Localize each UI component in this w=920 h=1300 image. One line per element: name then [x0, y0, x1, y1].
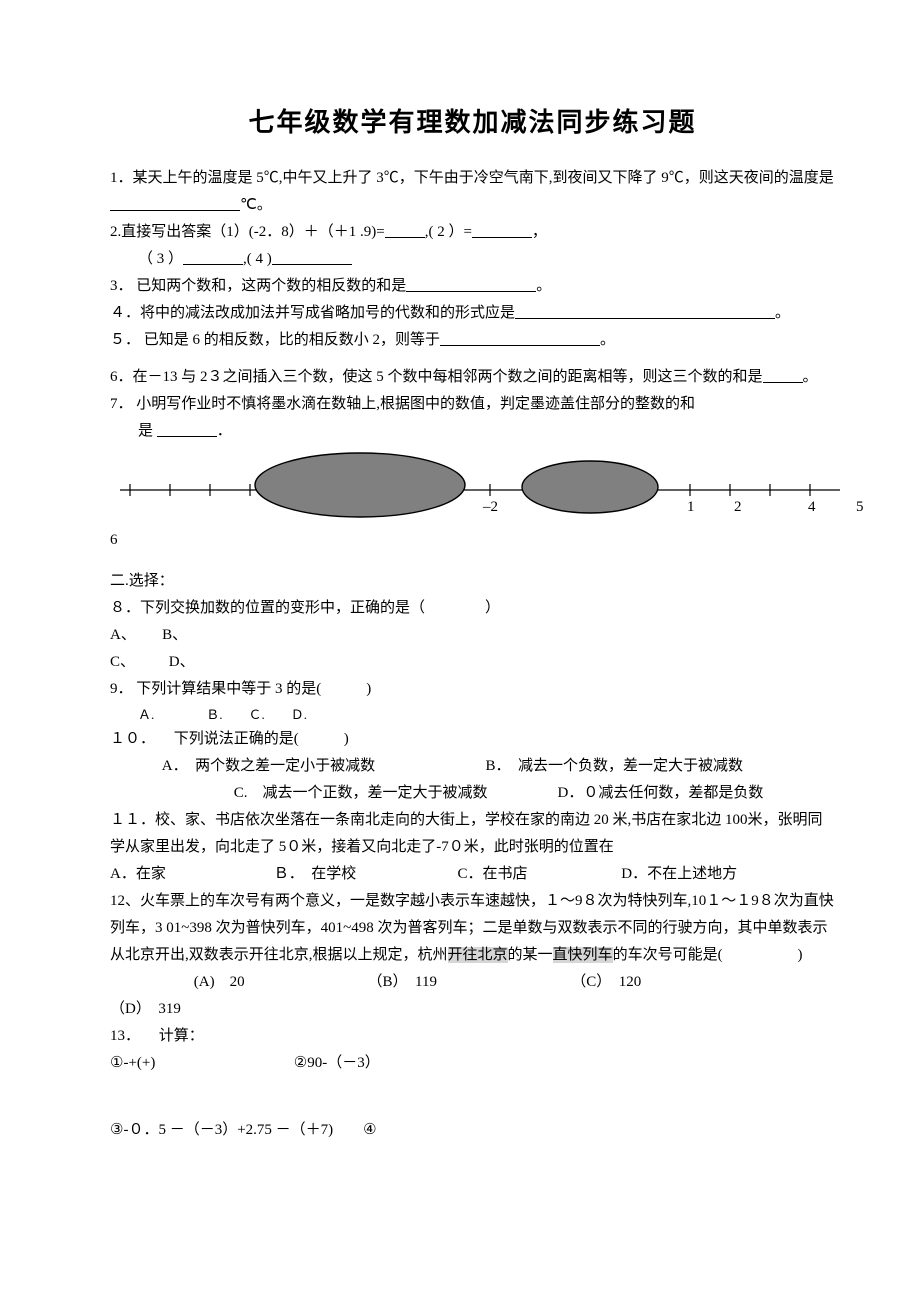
blank — [183, 249, 243, 265]
svg-text:4: 4 — [808, 499, 816, 515]
q3-end: 。 — [536, 278, 551, 294]
q11a: A．在家 — [110, 861, 270, 888]
page-title: 七年级数学有理数加减法同步练习题 — [110, 100, 835, 147]
q12oA: (A) 20 — [194, 969, 364, 996]
q2a: 2.直接写出答案（1）(-2．8）＋（＋1 .9)= — [110, 224, 385, 240]
q11b: Ｂ． 在学校 — [274, 861, 454, 888]
question-9-opts: Ａ. Ｂ. Ｃ. Ｄ. — [110, 703, 835, 726]
question-13-row1: ①-+(+) ②90-（－3） — [110, 1050, 835, 1077]
q3-text: 3． 已知两个数和，这两个数的相反数的和是 — [110, 278, 406, 294]
q7end: ． — [217, 423, 232, 439]
question-12: 12、火车票上的车次号有两个意义，一是数字越小表示车速越快，１～9８次为特快列车… — [110, 888, 835, 969]
blank — [440, 330, 600, 346]
q7b: 是 — [138, 423, 157, 439]
q6-text: 6．在－13 与 2３之间插入三个数，使这 5 个数中每相邻两个数之间的距离相等… — [110, 369, 763, 385]
spacer — [110, 354, 835, 364]
q10d: D．０减去任何数，差都是负数 — [558, 780, 764, 807]
blank — [406, 276, 536, 292]
q12oB: （B） 119 — [368, 969, 568, 996]
number-line-diagram: –2 1 2 4 5 — [110, 445, 835, 527]
question-1: 1．某天上午的温度是 5℃,中午又上升了 3℃，下午由于冷空气南下,到夜间又下降… — [110, 165, 835, 219]
question-11: １１．校、家、书店依次坐落在一条南北走向的大街上，学校在家的南边 20 米,书店… — [110, 807, 835, 861]
q5-end: 。 — [600, 332, 615, 348]
blank — [272, 249, 352, 265]
blank — [515, 303, 775, 319]
q11d: D．不在上述地方 — [621, 861, 737, 888]
spacer — [110, 1077, 835, 1117]
question-10: １０． 下列说法正确的是( ) — [110, 726, 835, 753]
blank — [385, 222, 425, 238]
spacer — [110, 554, 835, 564]
question-13-row2: ③-０．5 －（－3）+2.75 －（＋7) ④ — [110, 1117, 835, 1144]
q10b: B． 减去一个负数，差一定大于被减数 — [486, 753, 744, 780]
q6-end: 。 — [803, 369, 818, 385]
q12-end: 的车次号可能是( ) — [613, 947, 803, 963]
svg-text:2: 2 — [734, 499, 742, 515]
q12-tail: 的某一 — [508, 947, 553, 963]
question-8-opts-ab: A、 B、 — [110, 622, 835, 649]
q12oD: （D） 319 — [110, 996, 181, 1023]
question-6: 6．在－13 与 2３之间插入三个数，使这 5 个数中每相邻两个数之间的距离相等… — [110, 364, 835, 391]
q4-text: ４．将中的减法改成加法并写成省略加号的代数和的形式应是 — [110, 305, 515, 321]
blank — [157, 421, 217, 437]
q13b: ②90-（－3） — [294, 1050, 380, 1077]
question-10-row2: C. 减去一个正数，差一定大于被减数 D．０减去任何数，差都是负数 — [110, 780, 835, 807]
page: 七年级数学有理数加减法同步练习题 1．某天上午的温度是 5℃,中午又上升了 3℃… — [0, 0, 920, 1204]
svg-text:1: 1 — [687, 499, 695, 515]
q12oC: （C） 120 — [571, 969, 771, 996]
svg-text:5: 5 — [856, 499, 864, 515]
blank — [763, 367, 803, 383]
q7a: 7． 小明写作业时不慎将墨水滴在数轴上,根据图中的数值，判定墨迹盖住部分的整数的… — [110, 396, 695, 412]
question-8: ８．下列交换加数的位置的变形中，正确的是（ ） — [110, 595, 835, 622]
q1-unit: ℃。 — [240, 197, 272, 213]
q13a: ①-+(+) — [110, 1050, 290, 1077]
question-4: ４．将中的减法改成加法并写成省略加号的代数和的形式应是 。 — [110, 300, 835, 327]
q10c: C. 减去一个正数，差一定大于被减数 — [234, 780, 554, 807]
question-13: 13． 计算： — [110, 1023, 835, 1050]
q2b: ,( 2 ）= — [425, 224, 472, 240]
q12-hl1: 开往北京 — [448, 947, 508, 963]
question-11-opts: A．在家 Ｂ． 在学校 C．在书店 D．不在上述地方 — [110, 861, 835, 888]
q2c: ， — [532, 224, 547, 240]
svg-text:–2: –2 — [482, 499, 498, 515]
question-7-tail: 6 — [110, 527, 835, 554]
blank — [110, 195, 240, 211]
question-10-row1: A． 两个数之差一定小于被减数 B． 减去一个负数，差一定大于被减数 — [110, 753, 835, 780]
number-line-svg: –2 1 2 4 5 — [110, 445, 870, 527]
q10a: A． 两个数之差一定小于被减数 — [162, 753, 482, 780]
question-3: 3． 已知两个数和，这两个数的相反数的和是 。 — [110, 273, 835, 300]
q4-end: 。 — [775, 305, 790, 321]
section-2-heading: 二.选择： — [110, 568, 835, 595]
question-9: 9． 下列计算结果中等于 3 的是( ) — [110, 676, 835, 703]
q2l2a: （ 3 ） — [138, 251, 183, 267]
question-5: ５． 已知是 6 的相反数，比的相反数小 2，则等于 。 — [110, 327, 835, 354]
blank — [472, 222, 532, 238]
q2l2b: ,( 4 ) — [243, 251, 272, 267]
q12-hl2: 直快列车 — [553, 947, 613, 963]
q1-text: 1．某天上午的温度是 5℃,中午又上升了 3℃，下午由于冷空气南下,到夜间又下降… — [110, 170, 834, 186]
question-2-line2: （ 3 ） ,( 4 ) — [110, 246, 835, 273]
question-2-line1: 2.直接写出答案（1）(-2．8）＋（＋1 .9)= ,( 2 ）= ， — [110, 219, 835, 246]
question-7-line1: 7． 小明写作业时不慎将墨水滴在数轴上,根据图中的数值，判定墨迹盖住部分的整数的… — [110, 391, 835, 418]
q5-text: ５． 已知是 6 的相反数，比的相反数小 2，则等于 — [110, 332, 440, 348]
question-7-line2: 是 ． — [110, 418, 835, 445]
q11c: C．在书店 — [458, 861, 618, 888]
question-8-opts-cd: C、 D、 — [110, 649, 835, 676]
question-12-opts: (A) 20 （B） 119 （C） 120 （D） 319 — [110, 969, 835, 1023]
